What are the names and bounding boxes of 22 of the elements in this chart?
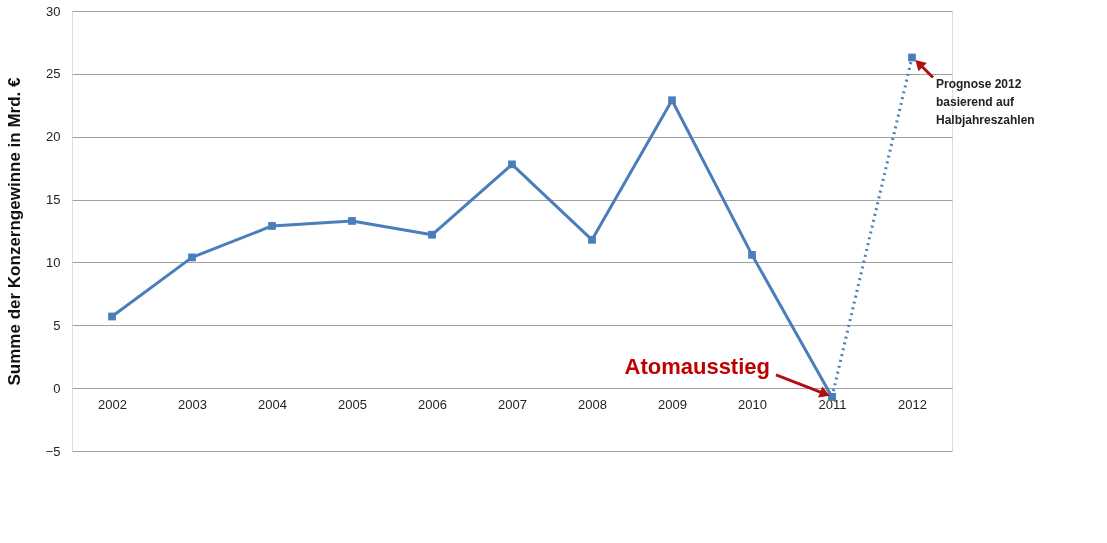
y-tick-label: 10 <box>46 254 61 270</box>
x-tick-label: 2007 <box>498 396 527 412</box>
x-tick-label: 2010 <box>738 396 767 412</box>
y-tick-label: −5 <box>45 443 61 459</box>
y-axis-title: Summe der Konzerngewinne in Mrd. € <box>4 76 24 386</box>
x-tick-label: 2011 <box>818 396 847 412</box>
x-tick-label: 2012 <box>898 396 927 412</box>
x-tick-label: 2009 <box>658 396 687 412</box>
annotation: Prognose 2012 basierend auf Halbjahreszahlen <box>936 76 1035 127</box>
y-tick-label: 20 <box>46 129 61 145</box>
x-tick-label: 2002 <box>98 396 127 412</box>
y-tick-label: 25 <box>46 66 61 82</box>
x-tick-label: 2006 <box>418 396 447 412</box>
x-tick-label: 2008 <box>578 396 607 412</box>
y-tick-label: 30 <box>46 3 61 19</box>
y-tick-label: 5 <box>53 317 61 333</box>
x-tick-label: 2004 <box>258 396 287 412</box>
annotation: Atomausstieg <box>624 353 770 379</box>
x-tick-label: 2003 <box>178 396 207 412</box>
y-tick-label: 0 <box>53 380 61 396</box>
y-tick-label: 15 <box>46 192 61 208</box>
x-tick-label: 2005 <box>338 396 367 412</box>
